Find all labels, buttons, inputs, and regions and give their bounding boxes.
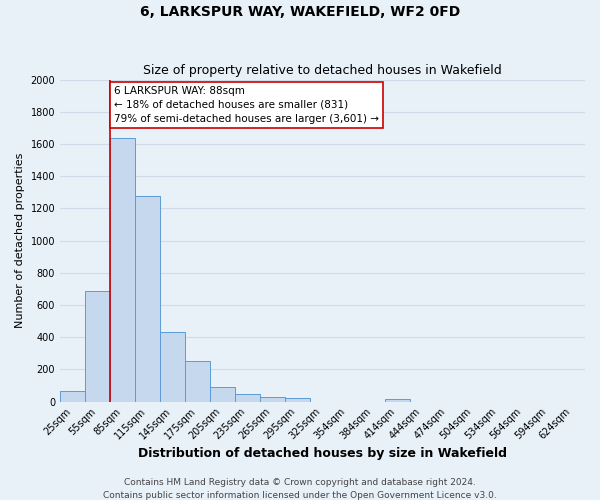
Text: Contains HM Land Registry data © Crown copyright and database right 2024.
Contai: Contains HM Land Registry data © Crown c… [103,478,497,500]
Bar [385,400,410,402]
Title: Size of property relative to detached houses in Wakefield: Size of property relative to detached ho… [143,64,502,77]
Text: 6 LARKSPUR WAY: 88sqm
← 18% of detached houses are smaller (831)
79% of semi-det: 6 LARKSPUR WAY: 88sqm ← 18% of detached … [114,86,379,124]
Bar [235,394,260,402]
Bar [185,362,210,402]
X-axis label: Distribution of detached houses by size in Wakefield: Distribution of detached houses by size … [138,447,507,460]
Bar [85,290,110,402]
Bar [260,397,285,402]
Bar [285,398,310,402]
Y-axis label: Number of detached properties: Number of detached properties [15,153,25,328]
Bar [110,138,135,402]
Text: 6, LARKSPUR WAY, WAKEFIELD, WF2 0FD: 6, LARKSPUR WAY, WAKEFIELD, WF2 0FD [140,5,460,19]
Bar [60,391,85,402]
Bar [160,332,185,402]
Bar [210,387,235,402]
Bar [135,196,160,402]
